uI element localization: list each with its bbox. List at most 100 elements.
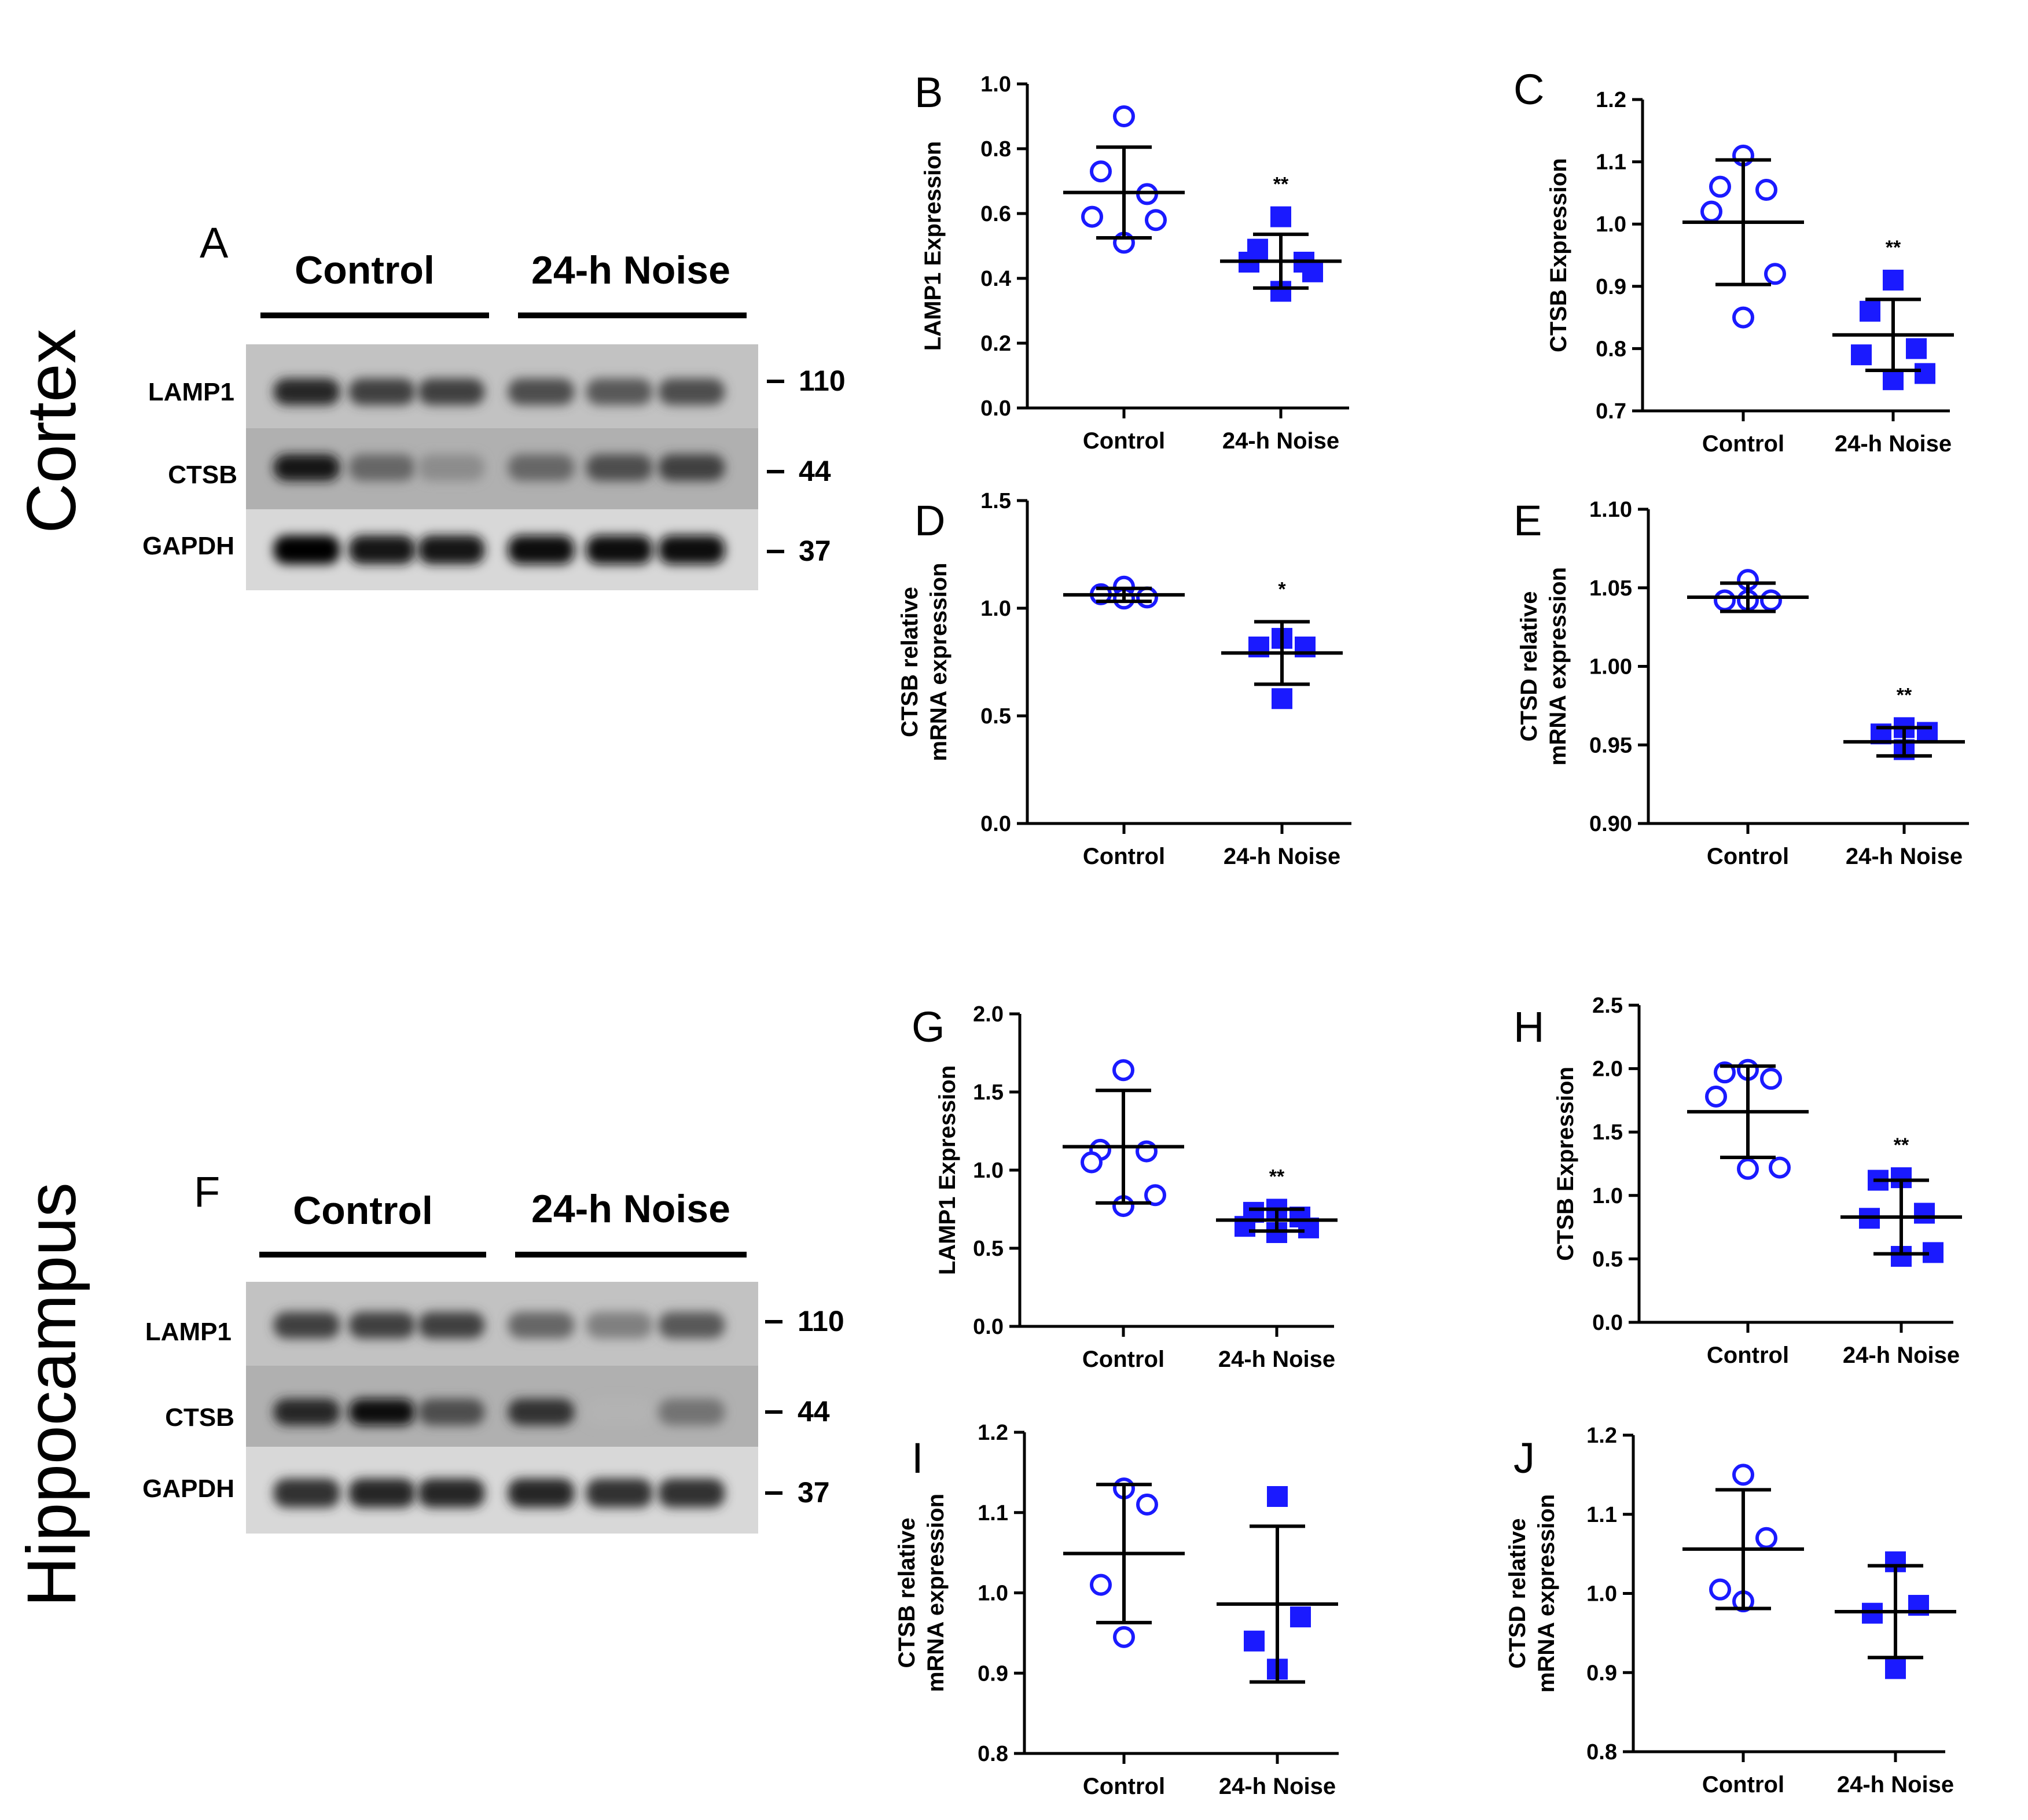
blot-band (658, 1479, 725, 1508)
panel-label: H (1513, 1003, 1544, 1051)
y-tick-label: 0.4 (980, 267, 1011, 291)
western-blot-cortex: A Control 24-h Noise LAMP1 CTSB GAPDH 11… (142, 219, 846, 590)
blot-band (586, 1312, 653, 1339)
blot-band (418, 1399, 485, 1425)
y-axis-label: LAMP1 Expression (920, 141, 946, 351)
y-axis-label: mRNA expression (1534, 1494, 1559, 1693)
data-point (1290, 1606, 1311, 1628)
data-point (1714, 589, 1736, 612)
data-point (1860, 300, 1880, 322)
data-point (1136, 1493, 1158, 1516)
blot-band (418, 1479, 485, 1508)
data-point (1081, 1151, 1103, 1174)
data-point (1270, 206, 1291, 227)
y-tick-label: 1.2 (1586, 1424, 1617, 1448)
mw-label-44: 44 (799, 455, 831, 487)
y-tick-label: 1.10 (1589, 498, 1632, 522)
data-point (1755, 1527, 1777, 1549)
y-tick-label: 1.1 (1586, 1503, 1617, 1527)
x-category-label: 24-h Noise (1219, 1774, 1336, 1799)
y-axis-label: LAMP1 Expression (935, 1065, 960, 1275)
blot-band (348, 535, 416, 564)
blot-band (508, 1399, 575, 1425)
blot-band (586, 1479, 653, 1508)
data-point (1906, 338, 1927, 359)
data-point (1917, 722, 1938, 743)
y-tick-label: 0.7 (1596, 399, 1626, 424)
band-name-lamp1: LAMP1 (145, 1318, 232, 1346)
blot-band (586, 454, 653, 481)
data-point (1113, 105, 1135, 127)
x-category-label: Control (1083, 1774, 1165, 1799)
y-tick-label: 1.0 (980, 72, 1011, 97)
significance-marker: ** (1886, 237, 1901, 259)
x-category-label: Control (1707, 844, 1789, 869)
panel-label: A (200, 219, 229, 267)
blot-band (418, 1312, 485, 1339)
y-tick-label: 0.8 (978, 1742, 1008, 1766)
panel-label: D (914, 497, 945, 545)
blot-band (273, 1479, 340, 1508)
panel-label: J (1513, 1434, 1535, 1482)
blot-group-label-noise: 24-h Noise (531, 248, 730, 292)
data-point (1136, 1140, 1158, 1163)
y-axis-label: CTSB Expression (1553, 1067, 1578, 1261)
y-tick-label: 0.0 (980, 396, 1011, 421)
x-category-label: Control (1083, 428, 1165, 454)
x-category-label: 24-h Noise (1224, 844, 1340, 869)
mw-label-37: 37 (798, 1476, 830, 1509)
data-point (1081, 205, 1103, 228)
data-point (1737, 1157, 1759, 1180)
data-point (1760, 1068, 1782, 1090)
blot-band (418, 454, 485, 481)
panel-label: F (194, 1168, 220, 1216)
y-axis-label: CTSD relative (1505, 1518, 1530, 1668)
band-name-ctsb: CTSB (165, 1403, 234, 1432)
blot-band (273, 1312, 340, 1339)
blot-band (348, 454, 416, 481)
panel-label: G (912, 1003, 945, 1051)
y-tick-label: 0.8 (1596, 337, 1626, 361)
blot-band (348, 1479, 416, 1508)
data-point (1244, 1630, 1265, 1652)
data-point (1732, 306, 1754, 329)
mw-label-37: 37 (799, 535, 831, 567)
data-point (1145, 209, 1167, 231)
y-tick-label: 1.0 (980, 597, 1011, 621)
x-category-label: 24-h Noise (1835, 431, 1952, 457)
blot-band (273, 1399, 340, 1425)
blot-group-label-control: Control (293, 1189, 433, 1233)
y-tick-label: 1.2 (1596, 88, 1626, 112)
x-category-label: 24-h Noise (1222, 428, 1339, 454)
y-tick-label: 2.0 (1592, 1057, 1623, 1082)
data-point (1883, 270, 1904, 291)
y-tick-label: 1.5 (1592, 1120, 1623, 1145)
y-axis-label: CTSB relative (897, 587, 923, 737)
x-category-label: 24-h Noise (1218, 1347, 1335, 1372)
y-tick-label: 1.0 (978, 1582, 1008, 1606)
band-name-ctsb: CTSB (168, 461, 237, 489)
data-point (1851, 344, 1872, 366)
data-point (1705, 1085, 1727, 1108)
y-tick-label: 1.5 (980, 489, 1011, 513)
blot-band (508, 1312, 575, 1339)
blot-band (586, 378, 653, 405)
y-tick-label: 0.2 (980, 332, 1011, 356)
mw-label-44: 44 (798, 1395, 830, 1428)
y-tick-label: 0.9 (978, 1661, 1008, 1686)
band-name-gapdh: GAPDH (142, 532, 234, 560)
data-point (1090, 1573, 1112, 1596)
blot-band (658, 1399, 725, 1425)
y-tick-label: 0.9 (1596, 275, 1626, 299)
data-point (1914, 1203, 1935, 1224)
y-axis-label: mRNA expression (926, 562, 951, 761)
chart-G: G 0.0 0.5 1.0 1.5 2.0 Control 24-h Noise LAMP1 E… (912, 1002, 1338, 1372)
data-point (1272, 688, 1292, 709)
blot-band (658, 454, 725, 481)
blot-band (658, 1312, 725, 1339)
data-point (1267, 1486, 1288, 1507)
y-tick-label: 0.5 (973, 1237, 1004, 1261)
y-tick-label: 0.9 (1586, 1661, 1617, 1685)
chart-E: E 0.90 0.95 1.00 1.05 1.10 Control 24-h Noise CT… (1513, 497, 1969, 869)
